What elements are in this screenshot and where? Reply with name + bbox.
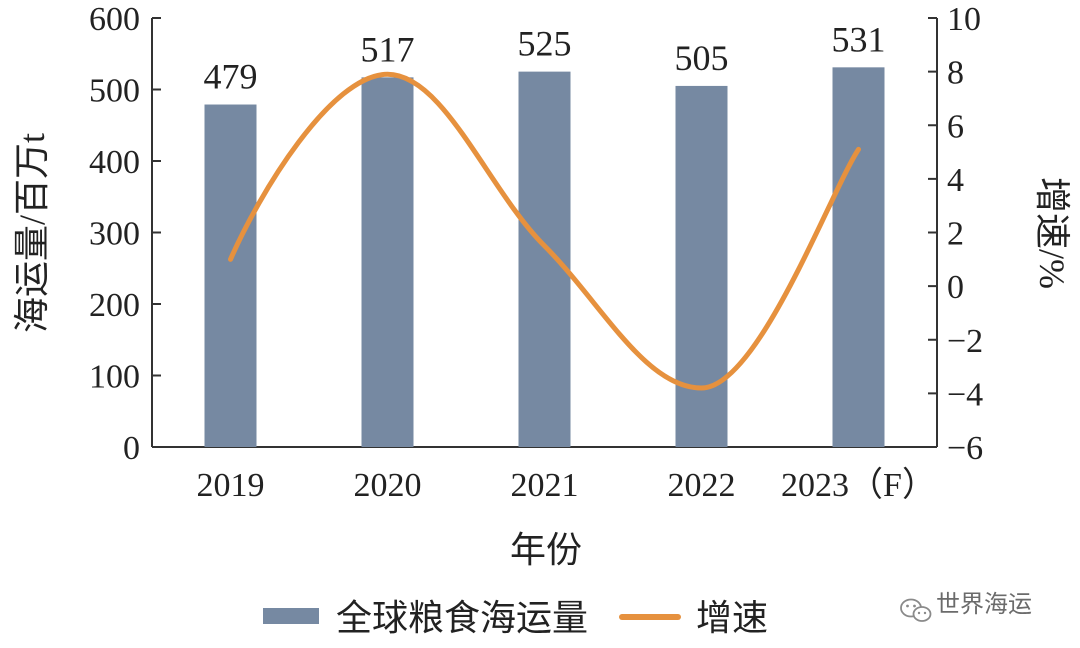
y2-axis-title: 增速/% bbox=[1032, 177, 1072, 289]
left-tick-label: 200 bbox=[89, 287, 140, 324]
right-tick-label: −2 bbox=[947, 323, 983, 360]
legend-bar-swatch bbox=[263, 608, 319, 624]
y-axis-title: 海运量/百万t bbox=[12, 133, 52, 333]
legend-bar-label: 全球粮食海运量 bbox=[336, 598, 588, 638]
x-tick-label: 2022 bbox=[668, 467, 736, 504]
data-label: 479 bbox=[204, 57, 258, 97]
x-tick-label: 2023（F） bbox=[781, 466, 936, 504]
data-label: 505 bbox=[675, 38, 729, 78]
left-tick-label: 300 bbox=[89, 216, 140, 253]
right-tick-label: −6 bbox=[947, 430, 983, 467]
right-tick-label: 6 bbox=[947, 108, 964, 145]
growth-line bbox=[228, 71, 861, 391]
bar-series bbox=[204, 67, 885, 448]
left-tick-label: 600 bbox=[89, 1, 140, 38]
left-tick-label: 100 bbox=[89, 359, 140, 396]
right-axis-ticks: −6 −4 −2 0 2 4 6 8 10 bbox=[928, 1, 983, 467]
legend: 全球粮食海运量 增速 bbox=[263, 598, 768, 638]
right-tick-label: 10 bbox=[947, 1, 981, 38]
bar-2019 bbox=[204, 104, 257, 447]
watermark: 世界海运 bbox=[900, 590, 1032, 622]
data-label: 525 bbox=[518, 24, 572, 64]
left-tick-label: 0 bbox=[123, 430, 140, 467]
right-tick-label: 0 bbox=[947, 269, 964, 306]
x-tick-label: 2021 bbox=[511, 467, 579, 504]
x-axis-title: 年份 bbox=[510, 530, 582, 570]
left-tick-label: 400 bbox=[89, 144, 140, 181]
right-tick-label: −4 bbox=[947, 376, 983, 413]
data-labels: 479 517 525 505 531 bbox=[204, 19, 886, 96]
data-label: 517 bbox=[361, 29, 415, 69]
growth-line-series bbox=[228, 71, 861, 391]
bar-2022 bbox=[675, 85, 728, 448]
left-axis-ticks: 0 100 200 300 400 500 600 bbox=[89, 1, 161, 467]
left-tick-label: 500 bbox=[89, 73, 140, 110]
wechat-icon bbox=[900, 598, 932, 622]
x-tick-label: 2019 bbox=[197, 467, 265, 504]
right-tick-label: 8 bbox=[947, 55, 964, 92]
legend-line-label: 增速 bbox=[696, 598, 768, 638]
bar-2021 bbox=[518, 71, 571, 447]
right-tick-label: 4 bbox=[947, 162, 964, 199]
x-axis-ticks: 2019 2020 2021 2022 2023（F） bbox=[197, 466, 936, 504]
bar-2023F bbox=[832, 67, 885, 448]
right-tick-label: 2 bbox=[947, 216, 964, 253]
data-label: 531 bbox=[832, 19, 886, 59]
watermark-text: 世界海运 bbox=[936, 590, 1032, 618]
x-tick-label: 2020 bbox=[354, 467, 422, 504]
bar-2020 bbox=[361, 77, 414, 447]
